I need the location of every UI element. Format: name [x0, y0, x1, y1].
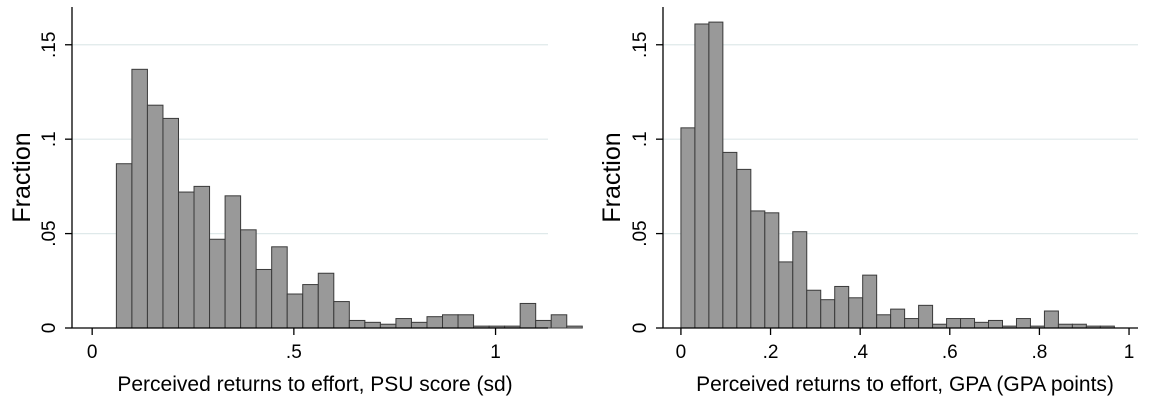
- x-tick-label: .2: [763, 342, 779, 363]
- histogram-bar: [193, 185, 211, 329]
- histogram-bar: [1015, 318, 1031, 329]
- histogram-bar: [736, 168, 752, 329]
- histogram-bar: [271, 246, 288, 329]
- histogram-bar: [162, 117, 179, 329]
- x-tick-label: .8: [1031, 342, 1047, 363]
- histogram-bar: [426, 316, 444, 329]
- histogram-bar: [115, 163, 133, 329]
- y-tick-label: .05: [39, 220, 60, 246]
- histogram-bar: [694, 23, 710, 329]
- histogram-psu-score: 0 .05 .1 .15 0 .5 1 Perceived returns to effort…: [8, 7, 583, 396]
- histogram-bar: [550, 314, 568, 329]
- histogram-bar: [820, 299, 836, 329]
- histogram-gpa: 0 .05 .1 .15 0 .2 .4 .6 .8 1 Perceived returns to …: [598, 7, 1138, 396]
- y-tick-label: .1: [39, 131, 60, 147]
- histogram-bar: [333, 301, 350, 329]
- histogram-bar: [806, 289, 822, 329]
- histogram-bar: [146, 104, 164, 329]
- y-tick-label: .15: [630, 32, 651, 58]
- histogram-bar: [974, 321, 990, 329]
- histogram-bar: [792, 231, 808, 329]
- x-tick-label: 0: [87, 342, 98, 363]
- x-tick-label: 1: [1124, 342, 1135, 363]
- histogram-bar: [946, 318, 962, 329]
- x-tick-label: 0: [676, 342, 687, 363]
- x-tick-label: .5: [286, 342, 302, 363]
- histogram-bar: [834, 285, 850, 329]
- histogram-bar: [131, 68, 148, 329]
- x-axis-title: Perceived returns to effort, PSU score (…: [117, 373, 512, 396]
- histogram-bar: [519, 302, 537, 329]
- histogram-bar: [395, 318, 412, 329]
- y-tick-label: 0: [39, 323, 60, 334]
- histogram-bar: [566, 325, 583, 329]
- y-axis-title: Fraction: [598, 132, 626, 222]
- histogram-bar: [1043, 310, 1059, 329]
- histogram-bar: [708, 21, 724, 329]
- y-axis-title: Fraction: [8, 132, 36, 222]
- x-tick-label: 1: [490, 342, 501, 363]
- x-tick-label: .6: [942, 342, 958, 363]
- histogram-bar: [209, 238, 226, 329]
- histogram-bar: [988, 319, 1003, 329]
- histogram-bar: [255, 268, 273, 329]
- histogram-bar: [348, 319, 366, 329]
- histogram-bar: [240, 229, 257, 329]
- histogram-bar: [876, 314, 892, 329]
- histogram-bar: [904, 318, 920, 329]
- y-tick-label: .1: [630, 131, 651, 147]
- histogram-bar: [862, 274, 878, 329]
- histogram-bar: [302, 284, 319, 329]
- histogram-bar: [778, 261, 794, 329]
- histogram-bar: [890, 308, 906, 329]
- histogram-bar: [918, 304, 934, 329]
- histogram-bar: [442, 314, 459, 329]
- histogram-bar: [722, 151, 738, 329]
- histogram-bar: [224, 195, 242, 329]
- histogram-bar: [177, 191, 195, 329]
- histogram-bar: [535, 319, 552, 329]
- histogram-bar: [848, 297, 864, 329]
- x-tick-label: .4: [852, 342, 868, 363]
- x-axis-title: Perceived returns to effort, GPA (GPA po…: [696, 373, 1114, 396]
- histogram-bar: [410, 321, 428, 329]
- histogram-bar: [960, 318, 976, 329]
- histogram-bar: [286, 293, 304, 329]
- histogram-bar: [764, 212, 780, 329]
- y-tick-label: .15: [39, 32, 60, 58]
- histogram-bar: [364, 321, 381, 329]
- y-tick-label: .05: [630, 220, 651, 246]
- histogram-bar: [680, 127, 696, 329]
- histogram-bar: [750, 210, 766, 329]
- y-tick-label: 0: [630, 323, 651, 334]
- histogram-bar: [457, 314, 475, 329]
- histogram-bar: [317, 272, 335, 329]
